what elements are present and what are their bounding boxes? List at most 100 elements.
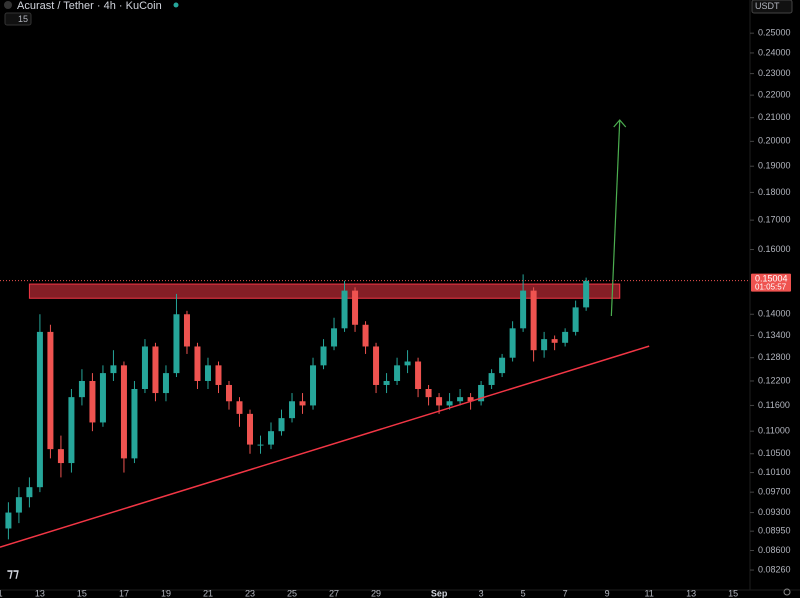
candle-body [57,449,64,464]
y-tick-label: 0.16000 [758,244,791,254]
candle [36,314,43,493]
candle [383,373,390,394]
y-tick-label: 0.11600 [758,400,790,410]
candle-body [446,401,453,406]
candle-body [488,373,495,385]
y-tick-label: 0.23000 [758,68,791,78]
tv-logo: ⁊⁊ [7,566,19,580]
candle [225,380,232,410]
last-price-label: 0.15004 [755,274,788,284]
candle-body [541,339,548,351]
y-tick-label: 0.08600 [758,545,791,555]
candle [310,357,317,410]
indicators-toggle[interactable] [4,12,32,26]
candle-body [89,380,96,423]
candle-body [36,331,43,488]
candle [341,280,348,332]
candle [257,435,264,454]
y-tick-label: 0.21000 [758,112,791,122]
candle [541,331,548,358]
candle-body [257,444,264,446]
currency-button[interactable] [751,0,793,14]
candle-body [509,328,516,358]
candle [551,335,558,351]
candle [572,300,579,336]
candle [362,321,369,354]
candle-body [352,290,359,325]
candle [68,388,75,473]
candle [215,361,222,394]
candle [194,342,201,389]
candle [446,393,453,410]
y-tick-label: 0.13400 [758,330,791,340]
candle-body [15,497,22,513]
y-tick-label: 0.25000 [758,28,791,38]
y-tick-label: 0.09700 [758,487,791,497]
candle-body [47,331,54,450]
candle-body [415,361,422,389]
candle [278,409,285,436]
candle-body [320,346,327,366]
trendline [0,345,650,548]
currency-label: USDT [755,1,780,11]
y-tick-label: 0.08260 [758,564,791,574]
candle [404,350,411,374]
candle [173,293,180,378]
indicator-count: 15 [18,14,28,24]
candle-body [99,373,106,423]
candle-body [425,388,432,398]
x-tick-label: 25 [287,588,297,598]
candle [530,287,537,362]
last-price-box [751,273,791,292]
candle-body [457,397,464,402]
candle-body [215,365,222,385]
x-tick-label: 13 [35,588,45,598]
chart-title: Acurast / Tether · 4h · KuCoin [17,0,162,12]
candle [320,339,327,370]
x-tick-label: 15 [728,588,738,598]
candle-body [478,384,485,402]
candle-body [394,365,401,381]
candle [57,435,64,478]
candle-body [236,401,243,414]
y-tick-label: 0.08950 [758,526,791,536]
candle-body [68,397,75,464]
candle [183,310,190,354]
candle-body [78,380,85,398]
x-tick-label: 27 [329,588,339,598]
candle [152,342,159,402]
y-tick-label: 0.12800 [758,352,791,362]
settings-icon[interactable] [783,588,791,596]
candle-body [289,401,296,419]
x-tick-label: Sep [431,588,448,598]
candle-body [562,331,569,343]
y-tick-label: 0.10100 [758,467,791,477]
countdown-label: 01:05:57 [755,282,787,291]
candle [120,361,127,473]
x-tick-label: 23 [245,588,255,598]
candle-body [131,388,138,459]
candle-body [162,373,169,394]
candle-body [499,357,506,374]
candle-body [583,280,590,308]
candle-body [572,307,579,332]
candle [5,502,12,540]
candle-body [225,384,232,402]
candle [162,365,169,402]
candle [289,393,296,423]
candle-body [26,487,33,498]
candle [47,324,54,459]
candle-body [110,365,117,374]
x-tick-label: 7 [563,588,568,598]
candle-body [120,365,127,459]
candle [562,328,569,347]
candle-body [383,380,390,385]
candle [204,357,211,389]
candle-body [247,413,253,445]
candle [99,365,106,427]
candle [141,339,148,394]
candle [236,397,243,427]
x-tick-label: 21 [203,588,213,598]
